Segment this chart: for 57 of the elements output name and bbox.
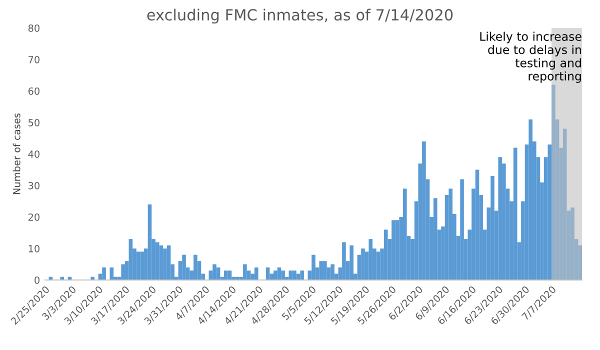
bar xyxy=(110,267,114,280)
bar xyxy=(513,148,518,280)
bar xyxy=(288,270,293,280)
band-label: Likely to increase due to delays in testing and reporting xyxy=(480,32,582,83)
y-tick-label: 80 xyxy=(28,24,40,32)
y-tick-label: 30 xyxy=(28,182,40,190)
bar xyxy=(194,254,198,280)
bar xyxy=(102,267,106,280)
y-tick-label: 50 xyxy=(28,118,40,126)
bar xyxy=(212,264,216,280)
bar xyxy=(562,128,567,280)
bar xyxy=(140,252,144,280)
bar xyxy=(254,267,258,280)
bar xyxy=(300,270,304,280)
bar xyxy=(224,270,228,280)
bar xyxy=(570,208,574,280)
bar xyxy=(498,157,502,280)
bar xyxy=(368,239,373,280)
y-tick-label: 60 xyxy=(28,87,40,95)
bar xyxy=(552,84,556,280)
bar xyxy=(274,270,278,280)
bar xyxy=(350,245,354,280)
y-tick-label: 10 xyxy=(28,244,40,252)
bar xyxy=(448,188,453,280)
bar xyxy=(121,264,125,280)
bar xyxy=(403,188,407,280)
bar xyxy=(243,264,247,280)
bar xyxy=(376,252,380,280)
bar xyxy=(182,254,186,280)
bar xyxy=(433,198,438,280)
bar xyxy=(460,179,464,280)
bar xyxy=(159,245,164,280)
bar xyxy=(392,220,396,280)
bar xyxy=(312,254,316,280)
bar xyxy=(475,170,480,280)
bar xyxy=(384,230,388,280)
bar xyxy=(422,141,426,280)
bar xyxy=(136,252,140,280)
bar xyxy=(528,119,532,280)
chart-title: excluding FMC inmates, as of 7/14/2020 xyxy=(147,8,453,24)
bar xyxy=(490,176,494,280)
bar xyxy=(342,242,346,280)
bar xyxy=(292,270,296,280)
bar xyxy=(166,245,171,280)
y-tick-label: 40 xyxy=(28,150,40,158)
bar xyxy=(319,261,324,280)
bar xyxy=(148,204,152,280)
bar xyxy=(395,220,400,280)
bar xyxy=(128,239,133,280)
y-tick-label: 70 xyxy=(28,56,40,64)
bar xyxy=(323,261,327,280)
bar xyxy=(155,242,160,280)
y-axis-title: Number of cases xyxy=(12,113,20,194)
bar xyxy=(281,270,285,280)
bar xyxy=(330,264,334,280)
y-tick-label: 0 xyxy=(34,276,40,284)
y-tick-label: 20 xyxy=(28,213,40,221)
